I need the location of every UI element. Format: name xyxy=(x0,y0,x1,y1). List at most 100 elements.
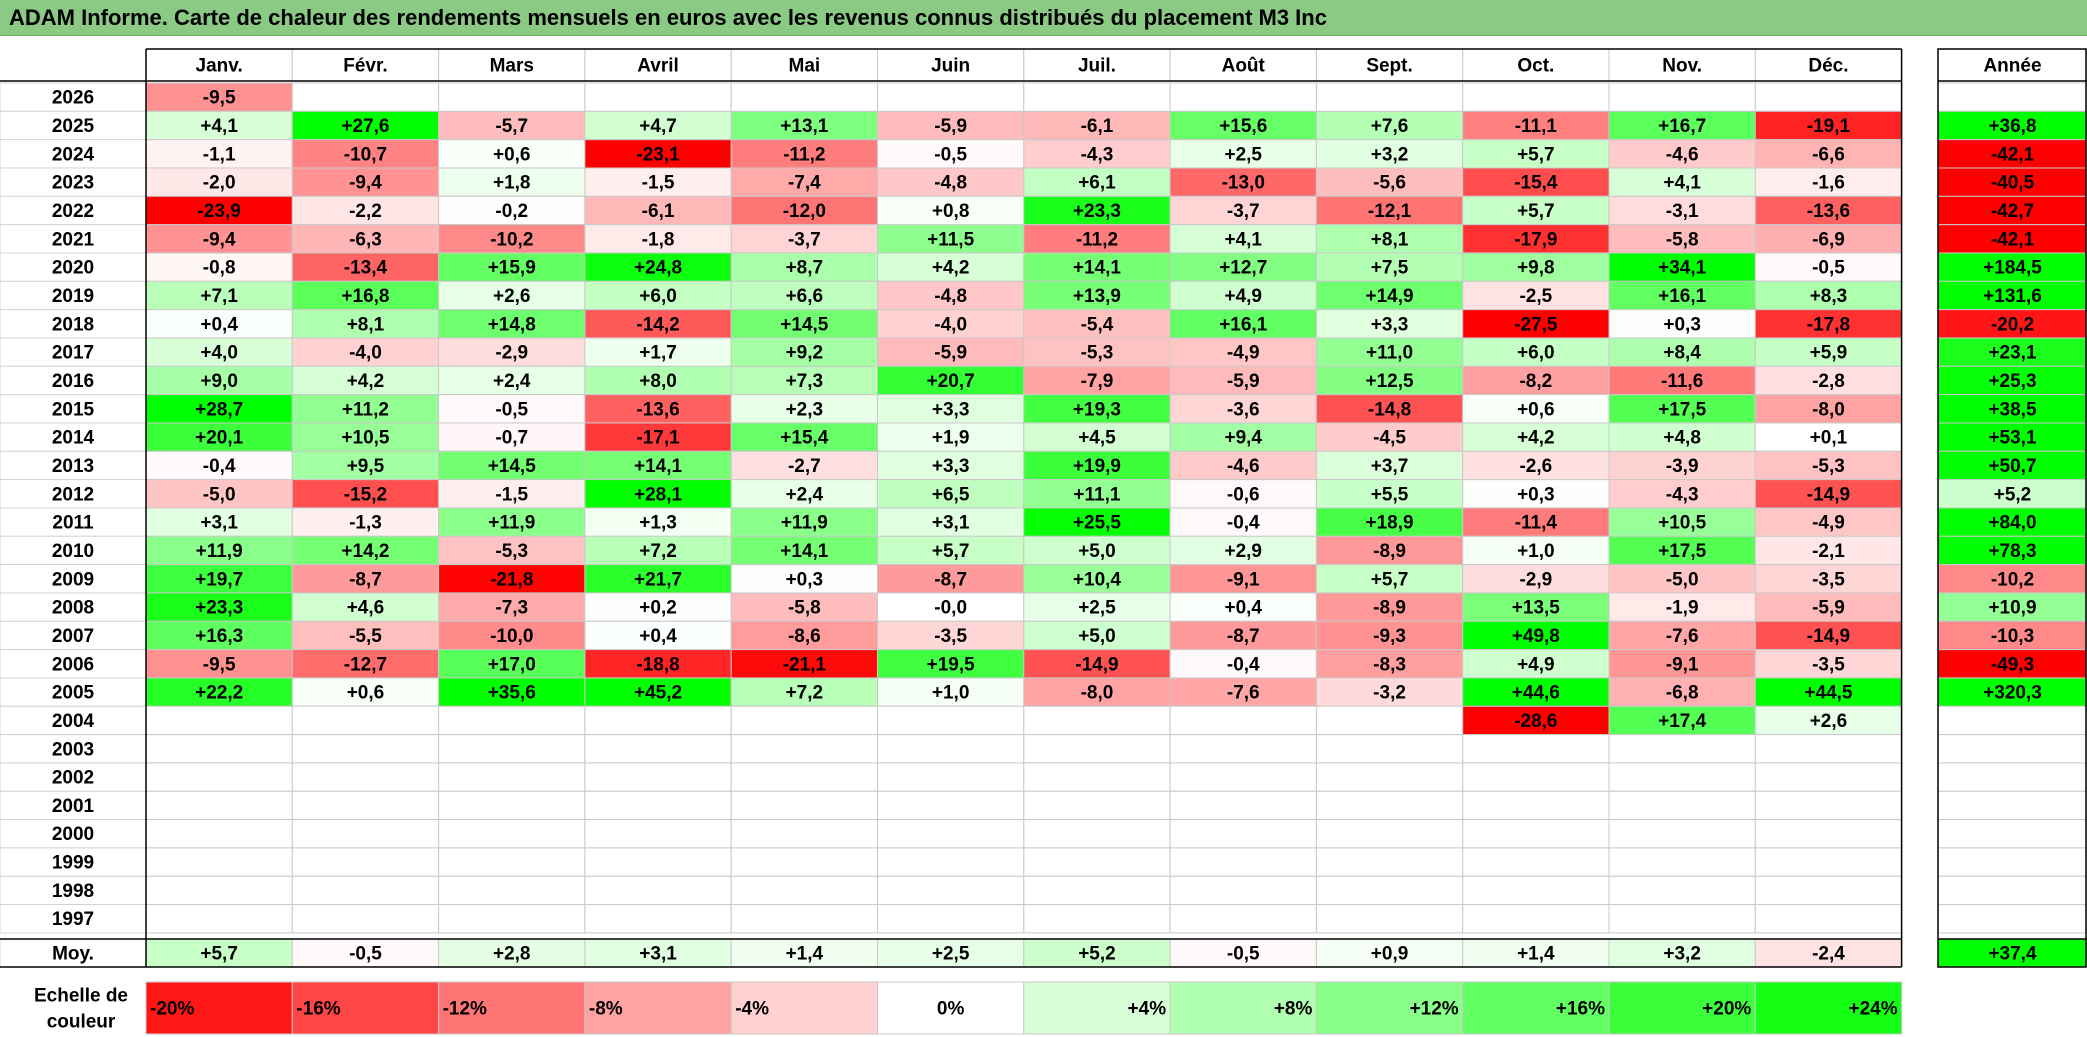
month-value: +28,7 xyxy=(195,399,243,420)
month-value: -5,8 xyxy=(1666,229,1699,250)
column-header-label: Mars xyxy=(490,56,534,77)
month-value-fill xyxy=(730,875,879,906)
month-value: +17,4 xyxy=(1658,711,1707,732)
month-value-fill xyxy=(877,507,1025,537)
month-value: +14,1 xyxy=(780,541,829,562)
month-value-fill xyxy=(1754,790,1903,821)
month-value: -5,9 xyxy=(934,343,967,364)
month-value: -2,9 xyxy=(1519,569,1552,590)
year-label: 2009 xyxy=(52,569,94,590)
color-scale-swatch xyxy=(1754,981,1903,1035)
month-value: -4,3 xyxy=(1666,484,1699,505)
month-value: +9,5 xyxy=(347,456,385,477)
month-value: -9,1 xyxy=(1666,654,1699,675)
month-value: -1,5 xyxy=(495,484,528,505)
color-scale-swatch xyxy=(438,981,586,1035)
month-value-fill xyxy=(1315,365,1464,396)
month-value-fill xyxy=(1169,224,1317,254)
annual-value: +53,1 xyxy=(1988,428,2037,449)
month-value: -0,4 xyxy=(1227,654,1260,675)
month-value: -3,5 xyxy=(1812,654,1845,675)
annual-value: -20,2 xyxy=(1991,314,2034,335)
month-value-fill xyxy=(1315,705,1464,736)
year-label: 1997 xyxy=(52,909,94,930)
month-value-fill xyxy=(1608,790,1756,821)
month-value: +2,9 xyxy=(1224,541,1262,562)
month-value: +2,6 xyxy=(1810,711,1848,732)
annual-value-fill xyxy=(1937,365,2087,396)
month-value-fill xyxy=(1754,422,1903,452)
month-value: +11,9 xyxy=(781,513,828,534)
month-value: +16,1 xyxy=(1658,286,1707,307)
month-value: -3,2 xyxy=(1373,683,1406,704)
month-value: -0,6 xyxy=(1227,484,1260,505)
month-value: -4,6 xyxy=(1227,456,1260,477)
month-value-fill xyxy=(1754,564,1903,594)
month-value: -8,9 xyxy=(1373,598,1406,619)
month-value-fill xyxy=(877,875,1025,906)
month-value-fill xyxy=(291,847,440,877)
month-value: +4,1 xyxy=(200,116,238,137)
month-value: +7,2 xyxy=(786,683,824,704)
month-value: -7,3 xyxy=(495,598,528,619)
month-value: +15,6 xyxy=(1219,116,1267,137)
month-value: -3,9 xyxy=(1666,456,1699,477)
month-value-fill xyxy=(1315,535,1464,566)
month-value-fill xyxy=(145,705,293,736)
month-value-fill xyxy=(1315,762,1464,792)
month-value: -4,3 xyxy=(1081,144,1114,165)
month-value-fill xyxy=(730,195,879,226)
year-label: 2008 xyxy=(52,598,94,619)
month-value: +20,7 xyxy=(927,371,975,392)
month-value: -8,3 xyxy=(1373,654,1406,675)
month-value: +8,0 xyxy=(639,371,677,392)
month-value: +19,3 xyxy=(1073,399,1121,420)
month-value-fill xyxy=(145,790,293,821)
month-value-fill xyxy=(145,762,293,792)
month-value: -8,7 xyxy=(349,569,382,590)
month-value-fill xyxy=(877,762,1025,792)
average-value-fill xyxy=(877,938,1025,968)
month-value-fill xyxy=(877,847,1025,877)
month-value: +19,7 xyxy=(195,569,243,590)
month-value-fill xyxy=(1608,110,1756,141)
month-value-fill xyxy=(877,535,1025,566)
month-value: +28,1 xyxy=(634,484,683,505)
month-value: -6,8 xyxy=(1666,683,1699,704)
month-value-fill xyxy=(1023,167,1171,197)
month-value: -5,0 xyxy=(1666,569,1699,590)
month-value: +2,4 xyxy=(786,484,824,505)
average-value: +1,4 xyxy=(786,944,824,965)
column-header-label: Août xyxy=(1222,56,1266,77)
month-value: -2,2 xyxy=(349,201,382,222)
month-value: -28,6 xyxy=(1514,711,1557,732)
month-value-fill xyxy=(1754,280,1903,311)
average-value: +1,4 xyxy=(1517,944,1555,965)
month-value-fill xyxy=(584,309,732,339)
month-value-fill xyxy=(584,762,732,792)
month-value: -4,8 xyxy=(934,173,967,194)
annual-value-fill xyxy=(1937,790,2087,821)
month-value: +6,1 xyxy=(1078,173,1116,194)
month-value: -21,1 xyxy=(783,654,827,675)
month-value: -1,6 xyxy=(1812,173,1845,194)
month-value: -2,6 xyxy=(1519,456,1552,477)
month-value-fill xyxy=(1462,337,1610,367)
month-value-fill xyxy=(1023,762,1171,792)
average-value: +3,2 xyxy=(1663,944,1701,965)
month-value: -1,3 xyxy=(349,513,382,534)
month-value: -4,0 xyxy=(349,343,382,364)
month-value: -17,8 xyxy=(1807,314,1850,335)
annual-value-fill xyxy=(1937,677,2087,707)
month-value: +3,2 xyxy=(1371,144,1409,165)
year-label: 2021 xyxy=(52,229,95,250)
year-cell xyxy=(0,535,147,566)
month-value-fill xyxy=(1462,620,1610,651)
average-value: -2,4 xyxy=(1812,944,1845,965)
color-scale-label: +4% xyxy=(1128,999,1167,1020)
month-value-fill xyxy=(584,564,732,594)
annual-value-fill xyxy=(1937,564,2087,594)
month-value-fill xyxy=(1608,195,1756,226)
month-value: +0,4 xyxy=(200,314,238,335)
month-value: -8,0 xyxy=(1081,683,1114,704)
